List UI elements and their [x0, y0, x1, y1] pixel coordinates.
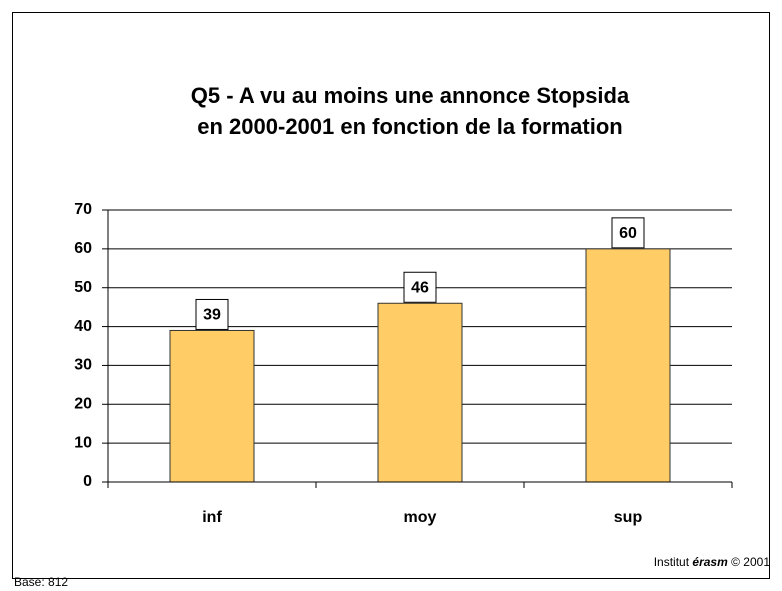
value-label: 39 — [203, 307, 221, 324]
base-note: Base: 812 — [14, 575, 68, 589]
chart-title: Q5 - A vu au moins une annonce Stopsida — [191, 83, 630, 108]
chart-title: en 2000-2001 en fonction de la formation — [197, 114, 622, 139]
value-label-box — [195, 298, 229, 330]
value-label: 46 — [411, 279, 429, 296]
frame — [12, 12, 770, 579]
y-tick-label: 60 — [74, 240, 92, 257]
credit-suffix: © 2001 — [731, 555, 770, 569]
y-tick-label: 0 — [83, 473, 92, 490]
y-tick-label: 20 — [74, 396, 92, 413]
y-tick-label: 40 — [74, 318, 92, 335]
y-tick-label: 30 — [74, 357, 92, 374]
credit: Institut érasm © 2001 — [654, 555, 771, 569]
y-tick-label: 10 — [74, 434, 92, 451]
credit-brand: érasm — [692, 555, 728, 569]
value-label: 60 — [619, 225, 637, 242]
bar — [169, 329, 255, 483]
y-tick-label: 50 — [74, 279, 92, 296]
x-tick-label: sup — [614, 509, 643, 526]
x-tick-label: moy — [404, 509, 437, 526]
credit-prefix: Institut — [654, 555, 690, 569]
x-tick-label: inf — [202, 509, 222, 526]
bar — [585, 248, 671, 483]
value-label-box — [403, 271, 437, 303]
value-label-box — [611, 217, 645, 249]
y-tick-label: 70 — [74, 201, 92, 218]
bar — [377, 302, 463, 483]
